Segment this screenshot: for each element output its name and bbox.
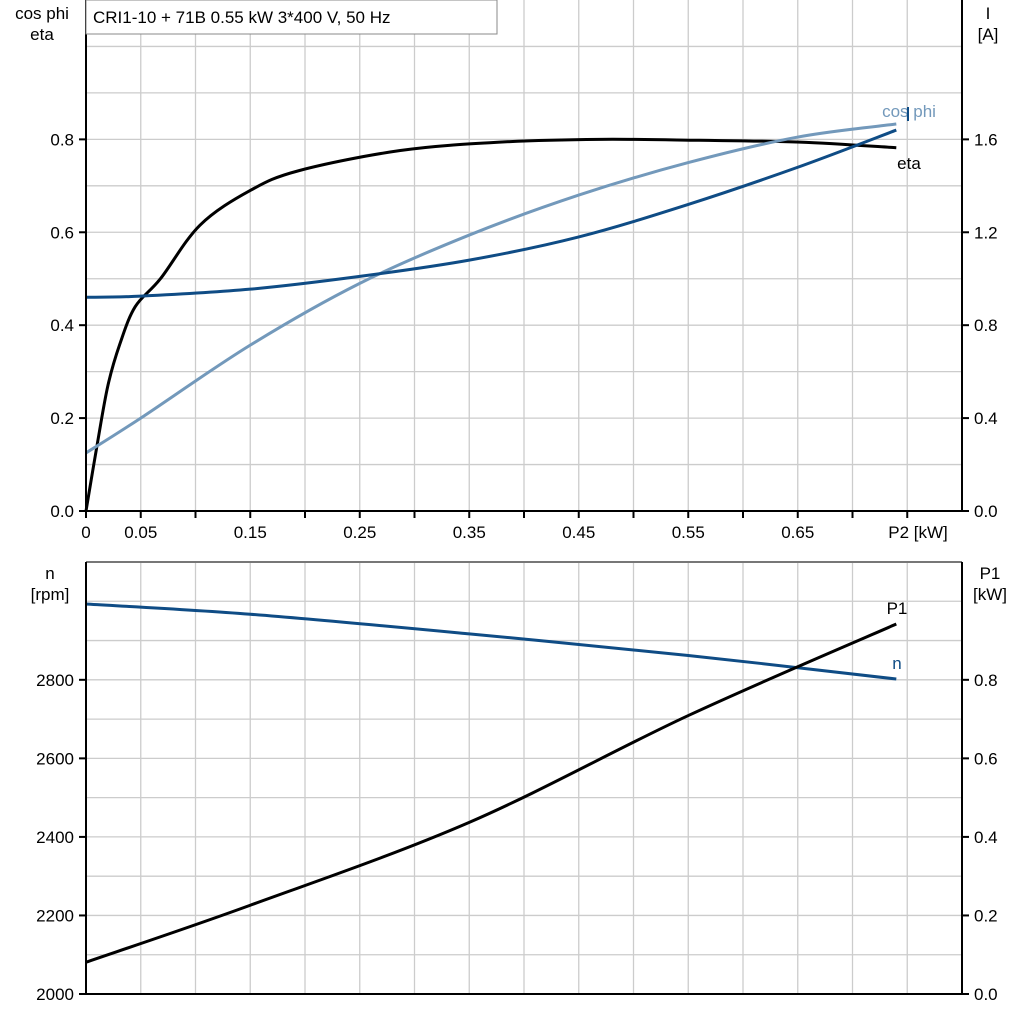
x-tick-label: 0.35 — [453, 523, 486, 542]
left-tick-label: 2200 — [36, 906, 74, 925]
P1-label: P1 — [887, 599, 908, 618]
x-tick-label: 0 — [81, 523, 90, 542]
series-cos-phi-line — [85, 122, 897, 455]
right-tick-label: 0.0 — [974, 502, 998, 521]
bottom-plot-grid — [86, 562, 962, 994]
right-tick-label: 0.0 — [974, 985, 998, 1004]
x-tick-label: 0.45 — [562, 523, 595, 542]
x-tick-label: 0.65 — [781, 523, 814, 542]
right-tick-label: 1.2 — [974, 223, 998, 242]
series-eta-line — [84, 137, 897, 512]
x-tick-label: 0.05 — [124, 523, 157, 542]
chart-title: CRI1-10 + 71B 0.55 kW 3*400 V, 50 Hz — [93, 8, 391, 27]
bottom-left-ylabel-1: n — [45, 564, 54, 583]
left-tick-label: 0.0 — [50, 502, 74, 521]
axes-layer: 0.0 0.2 0.4 0.6 0.8 0.0 0.4 0.8 1.2 1.6 0 0.05 0.15 0… — [36, 0, 998, 1004]
left-tick-label: 2600 — [36, 749, 74, 768]
left-tick-label: 2000 — [36, 985, 74, 1004]
left-tick-label: 0.8 — [50, 130, 74, 149]
left-tick-label: 2800 — [36, 671, 74, 690]
bottom-left-ylabel-2: [rpm] — [31, 585, 70, 604]
eta-label: eta — [897, 154, 921, 173]
right-tick-label: 0.6 — [974, 749, 998, 768]
right-tick-label: 0.2 — [974, 906, 998, 925]
left-tick-label: 2400 — [36, 828, 74, 847]
right-tick-label: 0.4 — [974, 828, 998, 847]
top-plot-grid — [86, 0, 962, 511]
right-tick-label: 0.4 — [974, 409, 998, 428]
x-tick-label: 0.25 — [343, 523, 376, 542]
top-right-ylabel-2: [A] — [978, 25, 999, 44]
top-xlabel: P2 [kW] — [888, 523, 948, 542]
top-right-ylabel-1: I — [986, 4, 991, 23]
bottom-right-ylabel-1: P1 — [980, 564, 1001, 583]
left-tick-label: 0.2 — [50, 409, 74, 428]
bottom-right-ylabel-2: [kW] — [973, 585, 1007, 604]
series-P1-line — [85, 622, 897, 964]
title-box — [85, 0, 498, 35]
right-tick-label: 0.8 — [974, 671, 998, 690]
right-tick-label: 1.6 — [974, 130, 998, 149]
left-tick-label: 0.4 — [50, 316, 74, 335]
top-left-ylabel-2: eta — [30, 25, 54, 44]
left-tick-label: 0.6 — [50, 223, 74, 242]
top-left-ylabel-1: cos phi — [15, 4, 69, 23]
x-tick-label: 0.55 — [672, 523, 705, 542]
right-tick-label: 0.8 — [974, 316, 998, 335]
n-label: n — [892, 654, 901, 673]
x-tick-label: 0.15 — [234, 523, 267, 542]
series-layer — [84, 122, 897, 964]
series-I-line — [85, 128, 897, 299]
series-n-line — [85, 602, 897, 681]
